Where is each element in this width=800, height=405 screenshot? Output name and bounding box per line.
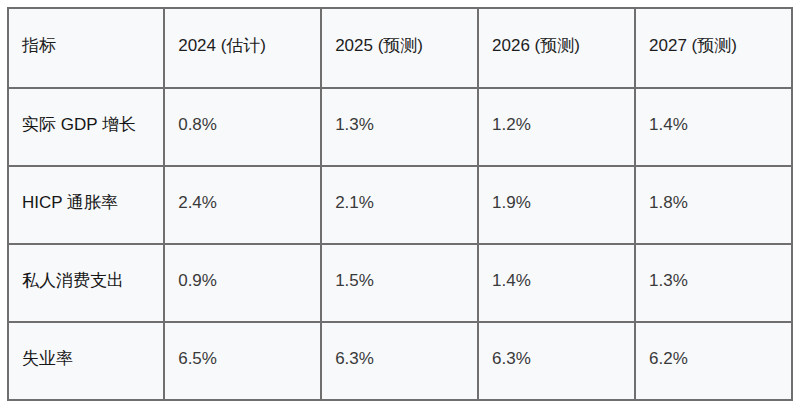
economic-forecast-table: 指标 2024 (估计) 2025 (预测) 2026 (预测) 2027 (预…: [7, 7, 793, 401]
row-label-gdp-growth: 实际 GDP 增长: [8, 88, 164, 166]
table-row-unemployment: 失业率 6.5% 6.3% 6.3% 6.2%: [8, 322, 792, 400]
cell-unemployment-2024: 6.5%: [164, 322, 321, 400]
cell-unemployment-2026: 6.3%: [478, 322, 635, 400]
column-header-2027: 2027 (预测): [635, 8, 792, 88]
cell-unemployment-2027: 6.2%: [635, 322, 792, 400]
cell-hicp-2026: 1.9%: [478, 166, 635, 244]
cell-hicp-2024: 2.4%: [164, 166, 321, 244]
cell-unemployment-2025: 6.3%: [321, 322, 478, 400]
cell-gdp-2025: 1.3%: [321, 88, 478, 166]
cell-gdp-2026: 1.2%: [478, 88, 635, 166]
cell-consumption-2025: 1.5%: [321, 244, 478, 322]
forecast-table-container: 指标 2024 (估计) 2025 (预测) 2026 (预测) 2027 (预…: [7, 7, 793, 398]
column-header-2026: 2026 (预测): [478, 8, 635, 88]
column-header-2024: 2024 (估计): [164, 8, 321, 88]
table-row-hicp: HICP 通胀率 2.4% 2.1% 1.9% 1.8%: [8, 166, 792, 244]
cell-hicp-2027: 1.8%: [635, 166, 792, 244]
cell-consumption-2027: 1.3%: [635, 244, 792, 322]
column-header-2025: 2025 (预测): [321, 8, 478, 88]
cell-gdp-2027: 1.4%: [635, 88, 792, 166]
column-header-indicator: 指标: [8, 8, 164, 88]
table-row-consumption: 私人消费支出 0.9% 1.5% 1.4% 1.3%: [8, 244, 792, 322]
row-label-hicp-inflation: HICP 通胀率: [8, 166, 164, 244]
cell-consumption-2026: 1.4%: [478, 244, 635, 322]
header-row: 指标 2024 (估计) 2025 (预测) 2026 (预测) 2027 (预…: [8, 8, 792, 88]
row-label-private-consumption: 私人消费支出: [8, 244, 164, 322]
row-label-unemployment-rate: 失业率: [8, 322, 164, 400]
cell-consumption-2024: 0.9%: [164, 244, 321, 322]
cell-gdp-2024: 0.8%: [164, 88, 321, 166]
table-row-gdp: 实际 GDP 增长 0.8% 1.3% 1.2% 1.4%: [8, 88, 792, 166]
cell-hicp-2025: 2.1%: [321, 166, 478, 244]
